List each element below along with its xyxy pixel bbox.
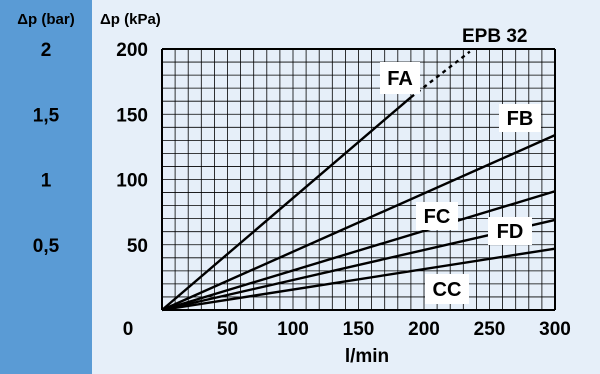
tick-labels: 50 100 150 200 250 300 200 150 100 50 2 1,5 1 0,5 [33, 40, 571, 340]
y-axis-title: Δp (kPa) [100, 11, 161, 28]
x-tick-label: 150 [343, 319, 375, 340]
left-y-tick-label: 1 [41, 171, 52, 192]
series-label-cc: CC [433, 279, 462, 301]
grid [161, 48, 556, 311]
series-line-fb [161, 134, 556, 312]
series-label-bg-fc [416, 202, 458, 230]
chart-panel [92, 0, 600, 374]
series-label-fa: FA [387, 68, 413, 90]
left-y-tick-label: 1,5 [33, 105, 60, 126]
series-line-cc [161, 247, 556, 312]
x-tick-label: 250 [474, 319, 506, 340]
x-tick-label: 200 [408, 319, 440, 340]
y-tick-label: 100 [116, 171, 148, 192]
series-label-bg-fb [499, 104, 541, 132]
series-label-bg-fd [488, 217, 532, 245]
series-line-fa [161, 96, 412, 311]
left-axis-title: Δp (bar) [17, 11, 74, 28]
x-axis-title: l/min [345, 346, 389, 367]
x-tick-label: 50 [217, 319, 238, 340]
series-line-fc [161, 190, 556, 312]
x-tick-label: 300 [539, 319, 571, 340]
x-tick-label: 100 [277, 319, 309, 340]
left-band [0, 0, 92, 374]
y-tick-label: 200 [116, 40, 148, 61]
series-label-bg-fa [380, 62, 420, 94]
left-y-tick-label: 2 [41, 40, 52, 61]
series-label-bg-cc [425, 274, 469, 304]
chart-title: EPB 32 [462, 26, 527, 47]
series-group: FA FB FC FD CC [161, 50, 556, 312]
series-label-fc: FC [424, 206, 451, 228]
origin-label: 0 [123, 319, 134, 340]
y-tick-label: 150 [116, 105, 148, 126]
left-y-tick-label: 0,5 [33, 236, 60, 257]
series-label-fd: FD [497, 221, 524, 243]
series-label-fb: FB [507, 108, 534, 130]
y-tick-label: 50 [127, 236, 148, 257]
